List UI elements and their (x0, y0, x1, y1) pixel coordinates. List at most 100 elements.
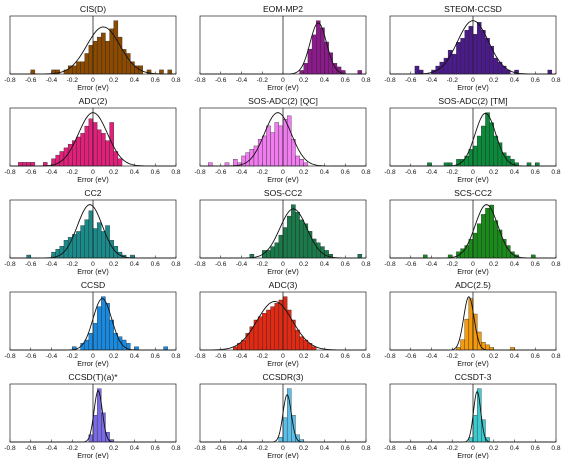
histogram-bar (96, 36, 102, 75)
x-tick-label: 0.8 (361, 445, 370, 452)
x-tick-label: 0.8 (551, 445, 560, 452)
x-tick-label: 0.6 (341, 445, 350, 452)
x-tick-label: 0.2 (489, 169, 498, 176)
histogram-bar (472, 145, 478, 167)
x-tick-label: -0.8 (4, 353, 16, 360)
histogram-bar (101, 32, 106, 75)
histogram-bar (357, 254, 363, 259)
x-tick-label: 0.6 (151, 445, 160, 452)
histogram-bar (274, 122, 280, 167)
histogram-panel: CCSD -0.8 -0.6 -0.4 -0.2 0 0.2 0.4 0.6 0.8 Error (… (4, 280, 181, 368)
histogram-panel: EOM-MP2 -0.8 -0.6 -0.4 -0.2 0 0.2 0.4 0.6 0.8 Erro… (194, 4, 371, 92)
x-tick-label: -0.4 (46, 353, 58, 360)
histogram-bar (96, 222, 102, 259)
histogram-bar (72, 140, 77, 167)
histogram-bar (324, 250, 329, 259)
x-tick-label: 0.2 (489, 261, 498, 268)
x-tick-label: 0.2 (109, 169, 118, 176)
histogram-bar (262, 313, 267, 351)
histogram-panel: CCSD(T)(a)* -0.8 -0.6 -0.4 -0.2 0 0.2 0.4 0.6 0.8… (4, 372, 181, 459)
x-tick-label: -0.2 (447, 77, 459, 84)
histogram-panel: CCSDR(3) -0.8 -0.6 -0.4 -0.2 0 0.2 0.4 0.6 0.8 Err… (194, 372, 371, 459)
histogram-bar (266, 125, 271, 167)
histogram-bar (485, 207, 490, 259)
x-tick-label: -0.4 (426, 169, 438, 176)
x-tick-label: 0.2 (299, 445, 308, 452)
x-tick-label: 0.2 (299, 261, 308, 268)
x-axis-label: Error (eV) (457, 267, 489, 276)
x-axis-label: Error (eV) (267, 451, 299, 459)
histogram-bar (456, 41, 461, 75)
x-tick-label: 0 (91, 77, 95, 84)
x-tick-label: -0.6 (25, 77, 37, 84)
histogram-bar (92, 415, 98, 443)
x-tick-label: -0.8 (194, 261, 206, 268)
x-tick-label: -0.4 (46, 445, 58, 452)
histogram-bar (464, 318, 470, 351)
x-axis-label: Error (eV) (77, 83, 109, 92)
x-tick-label: -0.2 (67, 169, 79, 176)
histogram-bar (295, 155, 300, 167)
x-tick-label: 0 (91, 261, 95, 268)
histogram-bar (485, 37, 490, 75)
x-tick-label: 0.2 (489, 77, 498, 84)
histogram-bar (101, 231, 106, 259)
histogram-bar (316, 20, 321, 75)
x-tick-label: 0.4 (130, 353, 139, 360)
histogram-bar (452, 53, 457, 75)
x-tick-label: -0.4 (236, 261, 248, 268)
x-tick-label: 0.8 (171, 77, 180, 84)
x-tick-label: 0.4 (130, 445, 139, 452)
histogram-bar (282, 296, 288, 351)
x-axis-label: Error (eV) (267, 83, 299, 92)
x-tick-label: -0.2 (67, 261, 79, 268)
x-tick-label: 0.8 (361, 77, 370, 84)
histogram-bar (485, 112, 490, 167)
histogram-bar (274, 303, 280, 351)
x-tick-label: -0.8 (4, 445, 16, 452)
histogram-bar (84, 339, 90, 351)
x-tick-label: -0.4 (426, 445, 438, 452)
histogram-bar (286, 115, 292, 167)
x-tick-label: -0.8 (384, 445, 396, 452)
histogram-bar (460, 37, 465, 75)
histogram-bar (423, 254, 428, 259)
x-tick-label: -0.2 (257, 445, 269, 452)
x-tick-label: -0.6 (405, 353, 417, 360)
panel-title: CCSDT-3 (455, 372, 492, 382)
histogram-bar (163, 346, 168, 351)
histogram-bar (357, 70, 363, 75)
x-tick-label: -0.6 (405, 445, 417, 452)
x-tick-label: -0.2 (67, 77, 79, 84)
x-tick-label: -0.6 (25, 261, 37, 268)
x-tick-label: 0 (471, 77, 475, 84)
x-tick-label: 0.8 (361, 353, 370, 360)
x-tick-label: 0.6 (531, 353, 540, 360)
histogram-bar (278, 234, 284, 259)
x-tick-label: -0.4 (46, 169, 58, 176)
x-tick-label: -0.2 (67, 353, 79, 360)
x-tick-label: -0.2 (447, 169, 459, 176)
x-tick-label: 0.8 (171, 169, 180, 176)
histogram-bar (291, 139, 296, 167)
histogram-bar (299, 159, 304, 167)
x-tick-label: -0.2 (447, 261, 459, 268)
histogram-bar (167, 69, 173, 75)
x-axis-label: Error (eV) (77, 175, 109, 184)
x-tick-label: -0.4 (236, 77, 248, 84)
histogram-bar (245, 333, 250, 351)
histogram-bar (84, 125, 90, 167)
panel-title: ADC(2) (79, 96, 108, 106)
histogram-bar (88, 118, 94, 167)
histogram-bar (101, 296, 106, 351)
x-tick-label: -0.2 (257, 77, 269, 84)
x-tick-label: 0.6 (341, 77, 350, 84)
histogram-bar (92, 228, 98, 259)
histogram-bar (282, 417, 288, 443)
panel-title: SOS-ADC(2) [QC] (248, 96, 318, 106)
x-tick-label: 0 (471, 445, 475, 452)
x-tick-label: 0.4 (320, 77, 329, 84)
x-tick-label: 0.8 (361, 169, 370, 176)
histogram-bar (278, 436, 284, 443)
